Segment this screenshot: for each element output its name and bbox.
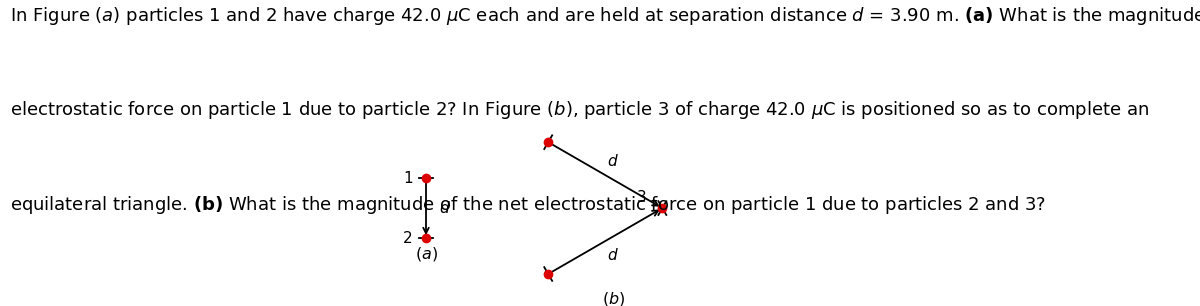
Text: 2: 2 [403, 231, 413, 246]
Text: $d$: $d$ [607, 247, 619, 263]
Text: $(b)$: $(b)$ [602, 290, 625, 306]
Text: 3: 3 [637, 190, 647, 205]
Text: $d$: $d$ [439, 200, 451, 216]
Text: $d$: $d$ [607, 153, 619, 170]
Text: equilateral triangle. $\mathbf{(b)}$ What is the magnitude of the net electrosta: equilateral triangle. $\mathbf{(b)}$ Wha… [10, 194, 1045, 216]
Text: electrostatic force on particle 1 due to particle 2? In Figure ($b$), particle 3: electrostatic force on particle 1 due to… [10, 99, 1148, 121]
Text: $(a)$: $(a)$ [414, 245, 438, 263]
Text: 1: 1 [403, 170, 413, 185]
Text: In Figure ($a$) particles 1 and 2 have charge 42.0 $\mu$C each and are held at s: In Figure ($a$) particles 1 and 2 have c… [10, 5, 1200, 27]
